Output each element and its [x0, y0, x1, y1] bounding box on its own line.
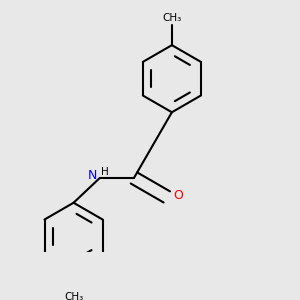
Text: H: H	[101, 167, 109, 176]
Text: N: N	[88, 169, 98, 182]
Text: CH₃: CH₃	[163, 13, 182, 23]
Text: CH₃: CH₃	[64, 292, 84, 300]
Text: O: O	[173, 189, 183, 202]
